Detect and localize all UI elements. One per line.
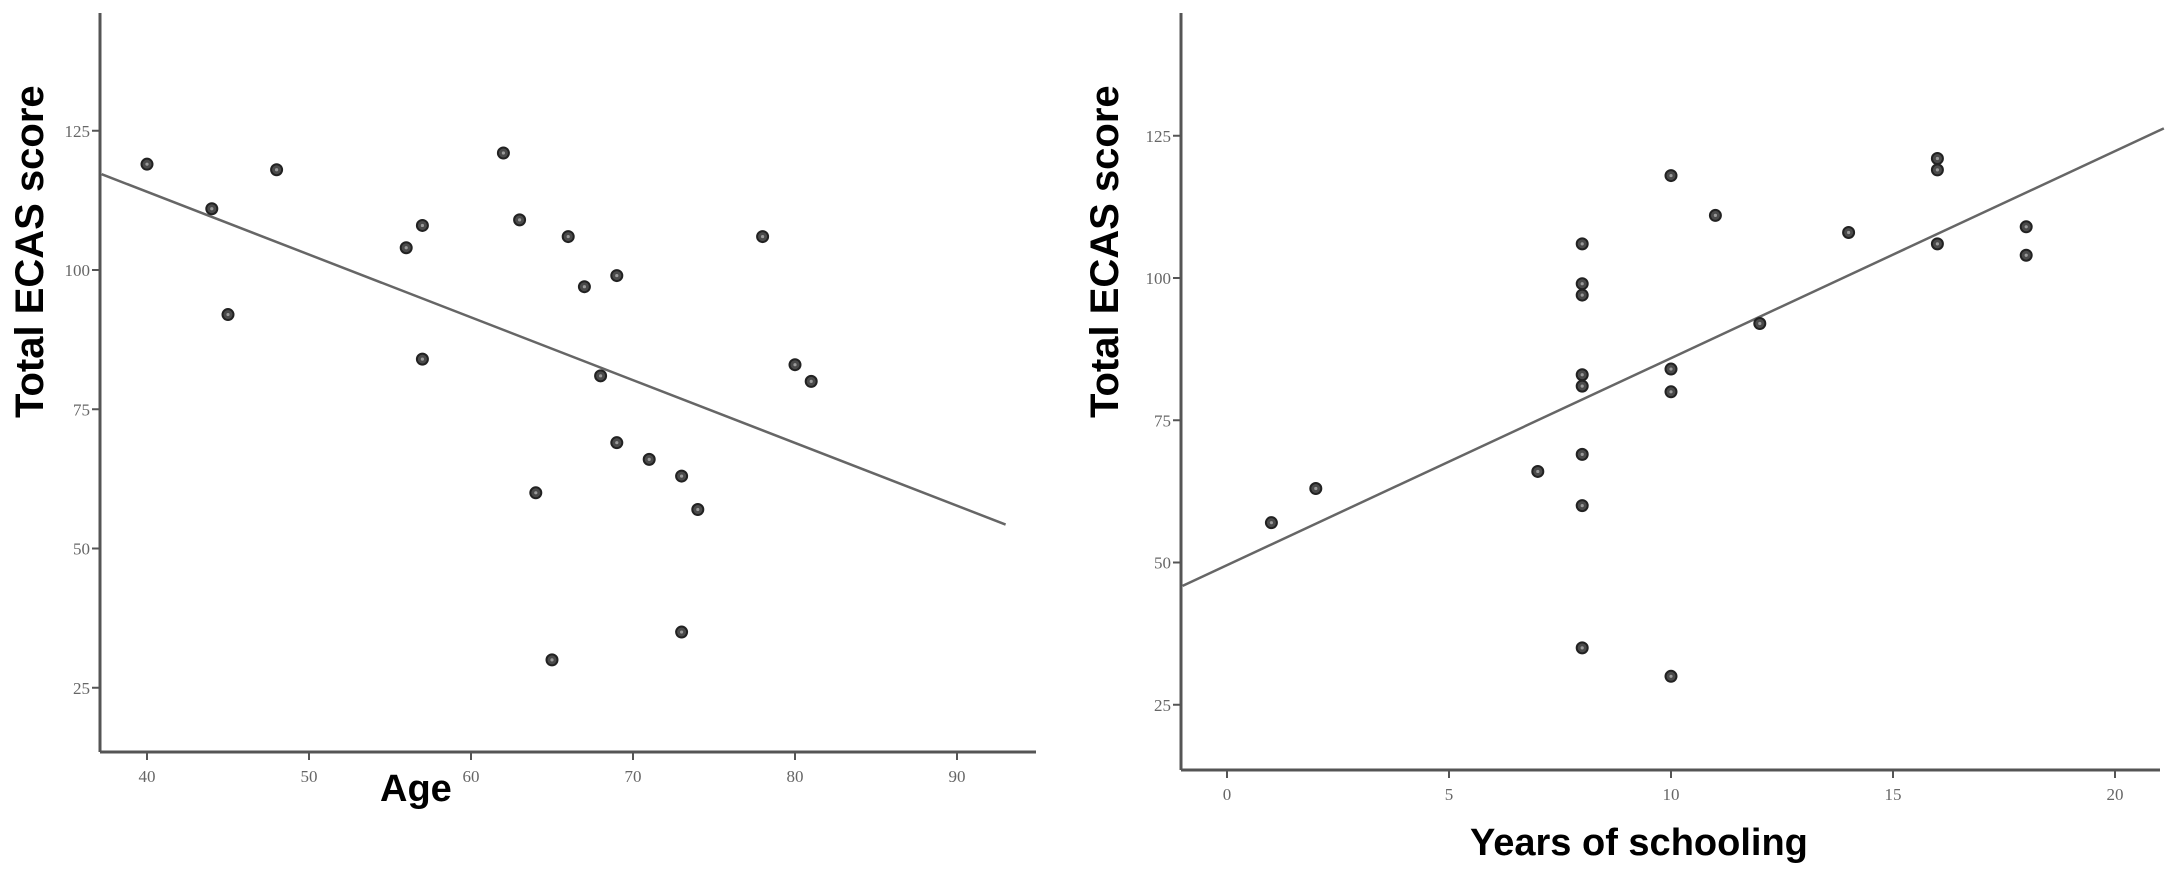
x-tick-label: 60 [463, 767, 480, 786]
x-tick-label: 40 [139, 767, 156, 786]
data-point-center [226, 312, 230, 317]
y-tick-label: 25 [73, 679, 90, 698]
data-point-center [1580, 646, 1584, 650]
data-point-center [550, 658, 554, 662]
y-tick-label: 100 [65, 261, 91, 280]
data-point-center [647, 457, 651, 461]
x-tick-label: 50 [301, 767, 318, 786]
data-point-center [680, 474, 684, 478]
data-point-center [1580, 242, 1584, 246]
data-point-center [1580, 384, 1584, 388]
data-point-center [501, 151, 505, 155]
data-point-center [420, 357, 424, 361]
data-point-center [145, 162, 149, 166]
data-point-center [1580, 373, 1584, 377]
data-point-center [1536, 469, 1540, 474]
age-scatter-plot: 25 50 75 100 125 40 50 60 70 80 90 [65, 13, 1036, 786]
age-scatter-panel: 25 50 75 100 125 40 50 60 70 80 90 Total ECAS scor… [0, 0, 1060, 881]
data-point-center [1758, 321, 1762, 326]
y-tick-label: 125 [65, 122, 91, 141]
y-tick-label: 50 [73, 540, 90, 559]
data-point-center [761, 234, 765, 239]
left-x-axis-title: Age [380, 768, 452, 810]
data-point-center [615, 273, 619, 278]
schooling-scatter-panel: 25 50 75 100 125 0 5 10 15 20 Total ECAS score Ye… [1080, 0, 2167, 881]
data-point-center [404, 246, 408, 250]
data-points [1264, 152, 2033, 683]
data-point-center [696, 507, 700, 512]
x-tick-label: 80 [787, 767, 804, 786]
data-point-center [2024, 253, 2028, 257]
y-tick-label: 50 [1154, 554, 1171, 573]
y-tick-label: 75 [73, 400, 90, 419]
x-tick-label: 10 [1663, 785, 1680, 804]
data-point-center [1580, 452, 1584, 456]
data-point-center [599, 374, 603, 378]
data-point-center [1935, 156, 1939, 161]
data-point-center [1935, 242, 1939, 246]
right-x-axis-title: Years of schooling [1470, 822, 1808, 864]
data-point-center [680, 630, 684, 634]
y-tick-label: 75 [1154, 411, 1171, 430]
axes: 25 50 75 100 125 40 50 60 70 80 90 [65, 13, 1036, 786]
x-tick-label: 0 [1223, 785, 1232, 804]
data-point-center [518, 218, 522, 222]
data-point-center [210, 207, 214, 211]
data-point-center [1669, 390, 1673, 394]
data-point-center [1669, 367, 1673, 371]
data-point-center [1580, 504, 1584, 508]
data-point-center [1580, 282, 1584, 286]
axes: 25 50 75 100 125 0 5 10 15 20 [1146, 13, 2160, 804]
schooling-scatter-plot: 25 50 75 100 125 0 5 10 15 20 [1146, 13, 2165, 804]
data-point-center [1847, 230, 1851, 235]
x-tick-label: 70 [625, 767, 642, 786]
data-point-center [1580, 293, 1584, 297]
y-tick-label: 125 [1146, 127, 1172, 146]
left-y-axis-title: Total ECAS score [8, 85, 52, 418]
x-tick-label: 90 [949, 767, 966, 786]
x-tick-label: 20 [2107, 785, 2124, 804]
data-point-center [615, 441, 619, 445]
data-point-center [2024, 225, 2028, 229]
data-point-center [1669, 173, 1673, 178]
regression-line [1182, 127, 2165, 587]
data-point-center [420, 223, 424, 228]
y-tick-label: 100 [1146, 269, 1172, 288]
data-point-center [1669, 674, 1673, 678]
data-point-center [1269, 521, 1273, 525]
data-point-center [566, 234, 570, 239]
regression-line [101, 173, 1007, 526]
data-point-center [534, 491, 538, 495]
data-point-center [275, 168, 279, 172]
data-point-center [793, 363, 797, 367]
y-tick-label: 25 [1154, 696, 1171, 715]
data-point-center [582, 285, 587, 289]
data-point-center [809, 379, 813, 383]
right-y-axis-title: Total ECAS score [1083, 85, 1127, 418]
data-point-center [1935, 168, 1939, 172]
data-point-center [1314, 486, 1318, 491]
x-tick-label: 15 [1885, 785, 1902, 804]
x-tick-label: 5 [1445, 785, 1454, 804]
data-point-center [1713, 213, 1717, 218]
data-points [140, 146, 818, 667]
